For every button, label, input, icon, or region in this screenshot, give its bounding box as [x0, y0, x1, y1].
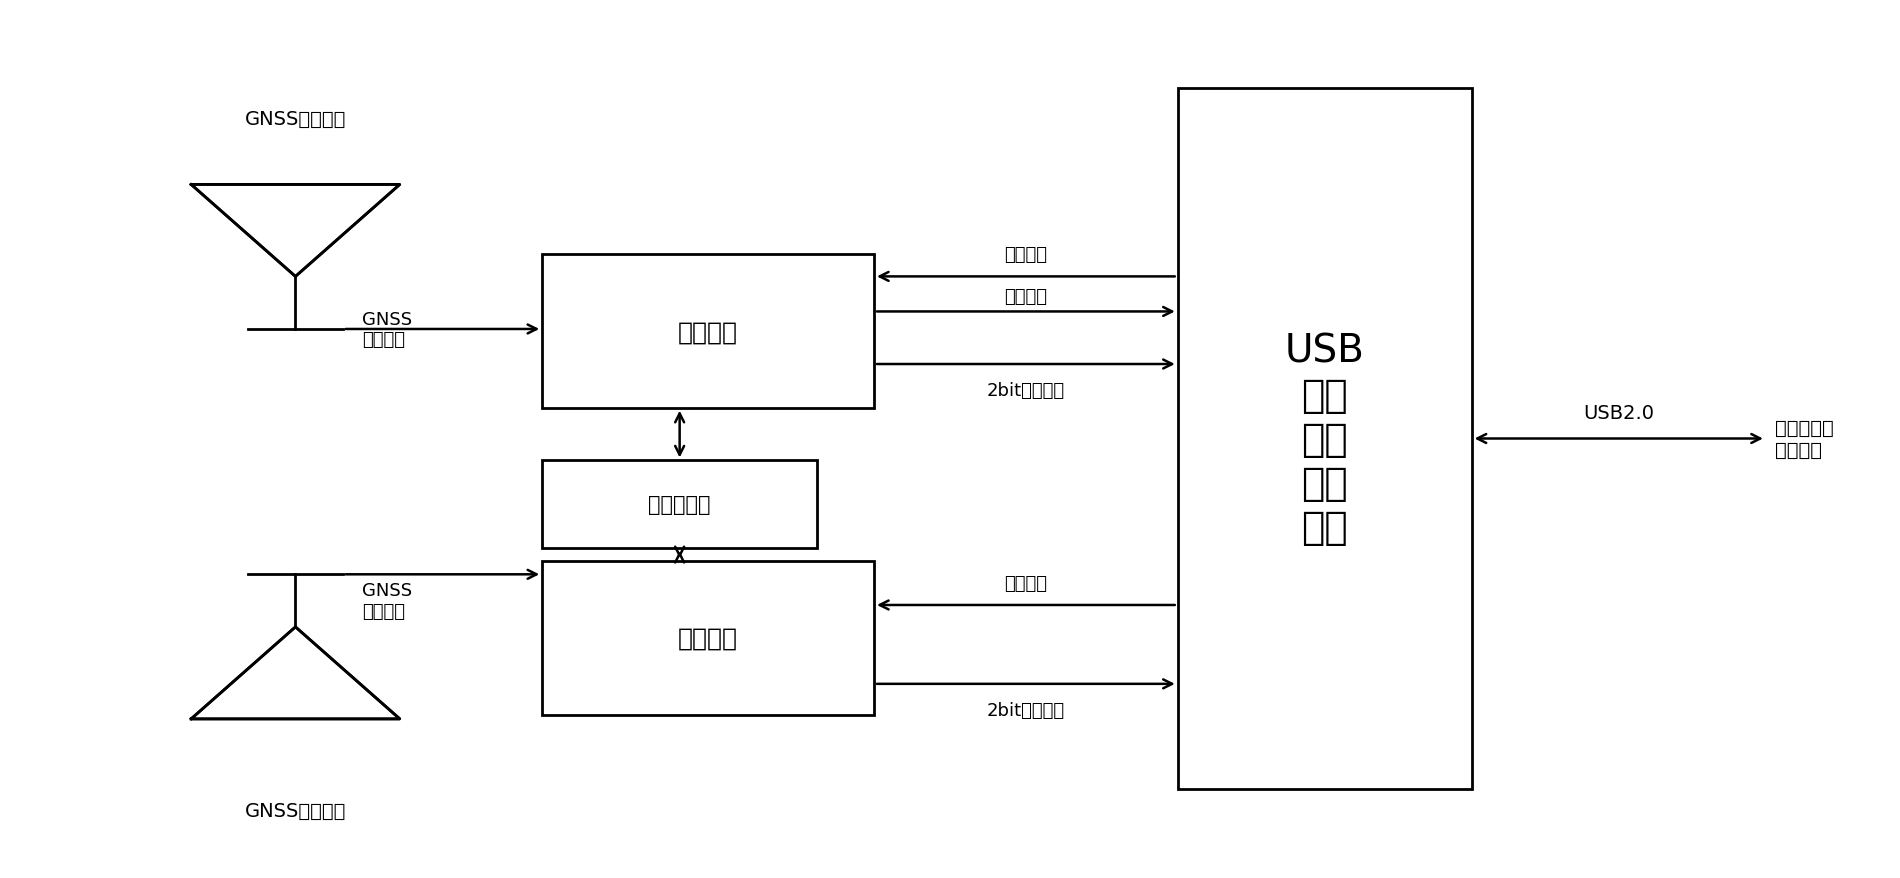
Text: GNSS直接天线: GNSS直接天线	[245, 110, 346, 129]
Bar	[542, 562, 874, 715]
Text: GNSS
直接信号: GNSS 直接信号	[361, 310, 412, 349]
Text: GNSS
反射信号: GNSS 反射信号	[361, 581, 412, 620]
Text: 压控振荡器: 压控振荡器	[648, 494, 711, 515]
Text: 时钟信号: 时钟信号	[1005, 287, 1047, 306]
Text: 射频前端: 射频前端	[678, 626, 737, 650]
Text: USB
数据
缓存
转发
单元: USB 数据 缓存 转发 单元	[1284, 332, 1364, 546]
Text: 至数据存储
处理系统: 至数据存储 处理系统	[1775, 419, 1834, 459]
Bar	[542, 461, 817, 549]
Polygon shape	[192, 627, 399, 719]
Text: USB2.0: USB2.0	[1583, 403, 1655, 422]
Text: GNSS反射天线: GNSS反射天线	[245, 802, 346, 820]
Text: 控制信号: 控制信号	[1005, 246, 1047, 264]
Text: 射频前端: 射频前端	[678, 320, 737, 344]
Text: 控制信号: 控制信号	[1005, 574, 1047, 593]
Polygon shape	[192, 185, 399, 277]
Bar	[1178, 89, 1472, 789]
Text: 2bit采样数据: 2bit采样数据	[986, 702, 1066, 719]
Text: 2bit采样数据: 2bit采样数据	[986, 382, 1066, 399]
Bar	[542, 255, 874, 408]
